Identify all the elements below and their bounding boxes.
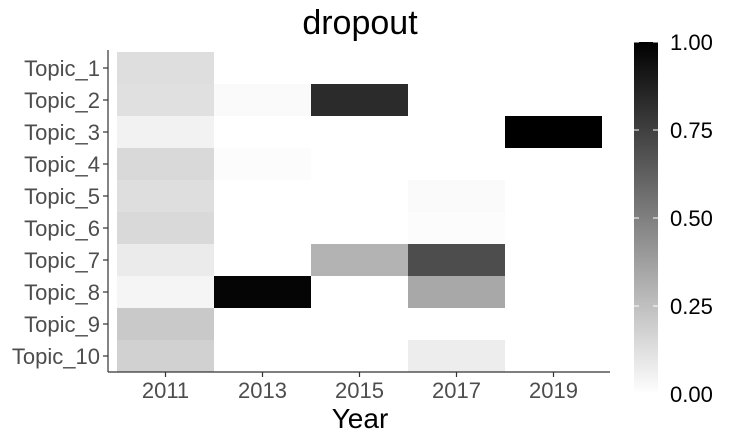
colorbar-tick-label: 0.50 [670,206,713,231]
heatmap-cell-2015-topic-2 [311,84,408,116]
heatmap-cell-2013-topic-2 [214,84,311,116]
y-tick-label: Topic_5 [24,184,100,209]
y-tick-label: Topic_7 [24,248,100,273]
colorbar-legend: 0.00 0.25 0.50 0.75 1.00 [634,30,713,407]
y-tick-label: Topic_4 [24,152,100,177]
y-tick-label: Topic_8 [24,280,100,305]
heatmap-cell-2017-topic-8 [408,276,505,308]
heatmap-cell-2011-topic-5 [117,180,214,212]
heatmap-cell-2015-topic-7 [311,244,408,276]
y-tick-label: Topic_3 [24,120,100,145]
heatmap-cell-2017-topic-7 [408,244,505,276]
heatmap-cell-2013-topic-4 [214,148,311,180]
heatmap-cell-2011-topic-8 [117,276,214,308]
x-tick-label: 2013 [238,378,287,403]
heatmap-cell-2011-topic-9 [117,308,214,340]
heatmap-cell-2011-topic-6 [117,212,214,244]
y-tick-label: Topic_2 [24,88,100,113]
colorbar-tick-label: 0.00 [670,382,713,407]
colorbar-tick-label: 0.75 [670,118,713,143]
x-tick-label: 2011 [142,378,189,403]
heatmap-cells [117,52,602,372]
heatmap-cell-2011-topic-10 [117,340,214,372]
heatmap-cell-2017-topic-10 [408,340,505,372]
heatmap-cell-2013-topic-8 [214,276,311,308]
y-tick-label: Topic_6 [24,216,100,241]
x-axis-label: Year [332,403,389,434]
heatmap-cell-2011-topic-3 [117,116,214,148]
x-tick-label: 2015 [335,378,384,403]
heatmap-cell-2017-topic-5 [408,180,505,212]
heatmap-cell-2017-topic-6 [408,212,505,244]
y-tick-label: Topic_9 [24,312,100,337]
y-tick-label: Topic_1 [24,56,100,81]
x-tick-label: 2017 [432,378,481,403]
heatmap-cell-2011-topic-1 [117,52,214,84]
heatmap-cell-2011-topic-2 [117,84,214,116]
heatmap-cell-2011-topic-7 [117,244,214,276]
chart-title: dropout [302,4,418,42]
axes: Topic_1 Topic_2 Topic_3 Topic_4 Topic_5 Topic… [12,50,610,403]
x-tick-label: 2019 [529,378,578,403]
y-tick-label: Topic_10 [12,344,100,369]
heatmap-cell-2011-topic-4 [117,148,214,180]
colorbar-tick-label: 1.00 [670,30,713,55]
colorbar-tick-label: 0.25 [670,294,713,319]
heatmap-cell-2019-topic-3 [505,116,602,148]
